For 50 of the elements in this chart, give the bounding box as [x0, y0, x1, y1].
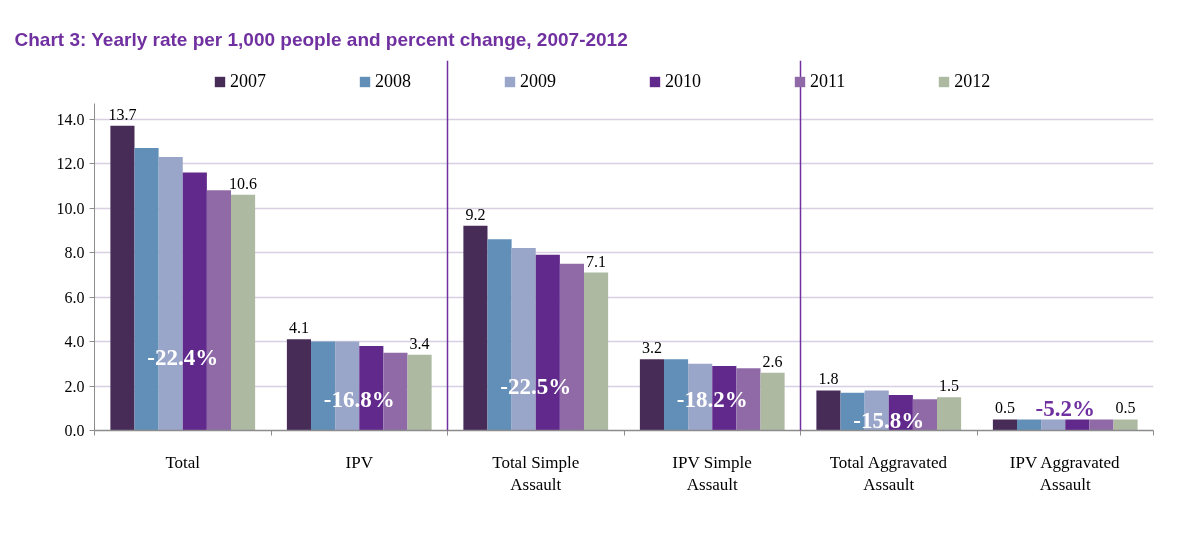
legend-label: 2007	[230, 71, 266, 92]
bar	[286, 339, 312, 431]
x-tick-label: IPV Aggravated Assault	[1009, 452, 1120, 495]
legend-label: 2011	[810, 71, 846, 92]
data-label: 3.4	[409, 334, 430, 352]
bar	[407, 354, 432, 431]
x-tick-label: Total Aggravated Assault	[829, 452, 948, 495]
bar	[583, 272, 609, 431]
y-tick-label: 0.0	[64, 422, 85, 439]
y-tick-label: 12.0	[56, 155, 85, 173]
legend-label: 2012	[954, 71, 991, 92]
y-tick-label: 8.0	[64, 244, 85, 262]
data-label: 2.6	[762, 352, 783, 370]
bar	[936, 397, 962, 431]
bar	[1017, 419, 1042, 431]
chart-title: Chart 3: Yearly rate per 1,000 people and percent change, 2007-2012	[14, 28, 628, 50]
data-label: 4.1	[288, 319, 309, 337]
x-tick-label: IPV Simple Assault	[672, 452, 752, 495]
bar	[816, 390, 841, 431]
legend-label: 2008	[375, 71, 411, 92]
data-label: 10.6	[229, 174, 258, 192]
y-tick-label: 6.0	[64, 288, 85, 306]
legend-label: 2009	[520, 71, 556, 92]
data-label: 0.5	[994, 399, 1015, 417]
bar	[992, 419, 1018, 431]
data-label: 9.2	[465, 205, 486, 223]
bar	[1041, 419, 1066, 431]
bar	[639, 359, 665, 431]
x-tick-label: IPV	[345, 452, 374, 472]
data-label: 1.8	[818, 370, 839, 388]
data-label: 0.5	[1115, 399, 1136, 417]
x-tick-label: Total	[165, 452, 201, 472]
data-label: 7.1	[586, 252, 607, 270]
legend-label: 2010	[665, 71, 701, 92]
y-tick-label: 10.0	[56, 199, 85, 217]
data-label: 1.5	[939, 377, 960, 395]
bar	[463, 225, 488, 431]
data-label: 13.7	[108, 105, 137, 123]
bar	[1065, 419, 1090, 431]
y-tick-label: 4.0	[64, 333, 85, 351]
y-tick-label: 14.0	[56, 110, 85, 128]
bar	[1113, 419, 1138, 431]
bar	[760, 372, 785, 431]
x-tick-label: Total Simple Assault	[492, 452, 580, 495]
annotation: -5.2%	[1035, 396, 1095, 422]
data-label: 3.2	[641, 339, 662, 357]
bar	[1089, 419, 1114, 431]
bar	[110, 125, 135, 431]
bar	[230, 194, 256, 431]
y-tick-label: 2.0	[64, 377, 85, 395]
